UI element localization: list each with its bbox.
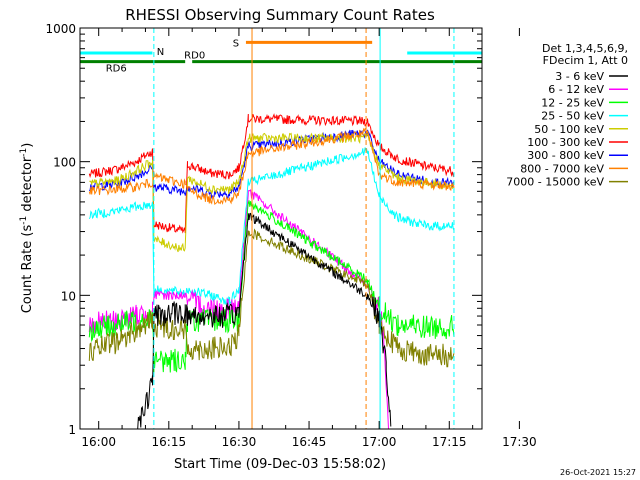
y-tick-label: 10 [61, 289, 76, 303]
series-layer [88, 113, 455, 430]
legend-entry-label: 100 - 300 keV [527, 136, 604, 149]
x-tick-label: 16:00 [81, 435, 116, 449]
series-300-800-kev [88, 129, 455, 200]
y-axis-label: Count Rate (s-1 detector-1) [19, 143, 35, 314]
legend-header-2: FDecim 1, Att 0 [543, 54, 628, 67]
y-tick-label: 100 [53, 156, 76, 170]
chart-title: RHESSI Observing Summary Count Rates [125, 6, 435, 24]
flag-rd0-label: RD0 [184, 51, 205, 62]
x-tick-label: 16:30 [222, 435, 257, 449]
flag-layer: N S RD0 RD6 [80, 38, 482, 75]
legend: Det 1,3,4,5,6,9, FDecim 1, Att 0 3 - 6 k… [506, 42, 628, 189]
vline-layer [153, 28, 455, 429]
legend-entry-label: 50 - 100 keV [534, 123, 604, 136]
legend-entry-label: 7000 - 15000 keV [506, 176, 604, 189]
legend-entry-label: 300 - 800 keV [527, 149, 604, 162]
flag-s-label: S [233, 38, 239, 49]
series-7000-15000-kev [88, 228, 455, 368]
series-100-300-kev [88, 113, 455, 234]
plot-frame [79, 27, 483, 430]
legend-header-1: Det 1,3,4,5,6,9, [542, 42, 628, 55]
x-tick-label: 17:00 [362, 435, 397, 449]
series-50-100-kev [89, 131, 455, 253]
legend-entry-label: 6 - 12 keV [548, 83, 604, 96]
legend-entry-label: 25 - 50 keV [541, 110, 604, 123]
series-25-50-kev [88, 147, 455, 306]
footer-date: 26-Oct-2021 15:27 [560, 468, 636, 477]
x-tick-label: 17:15 [432, 435, 467, 449]
series-800-7000-kev [88, 127, 455, 205]
series-3-6-kev [136, 212, 392, 430]
legend-entry-label: 3 - 6 keV [555, 70, 604, 83]
flag-n-label: N [157, 47, 164, 58]
y-tick-label: 1 [68, 423, 76, 437]
axis-layer: 1 10 100 1000 16:00 16:15 16:30 16:45 17:00 17:15… [45, 22, 536, 449]
legend-entry-label: 800 - 7000 keV [520, 162, 604, 175]
x-axis-label: Start Time (09-Dec-03 15:58:02) [174, 457, 386, 472]
x-tick-label: 16:15 [152, 435, 187, 449]
x-tick-label: 17:30 [502, 435, 537, 449]
y-tick-label: 1000 [45, 22, 76, 36]
x-tick-label: 16:45 [292, 435, 327, 449]
flag-rd6-label: RD6 [106, 64, 127, 75]
legend-entry-label: 12 - 25 keV [541, 96, 604, 109]
